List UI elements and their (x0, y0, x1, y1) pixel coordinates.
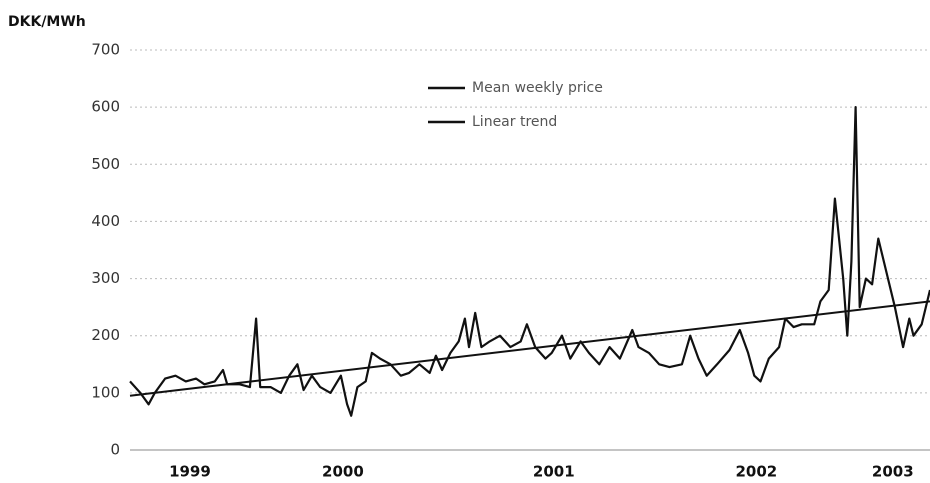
x-tick-label: 2000 (322, 463, 364, 481)
legend-label: Mean weekly price (472, 80, 603, 96)
y-tick-label: 100 (91, 383, 120, 401)
y-tick-label: 400 (91, 212, 120, 230)
x-tick-label: 2001 (533, 463, 575, 481)
y-tick-label: 700 (91, 41, 120, 59)
y-tick-label: 600 (91, 98, 120, 116)
x-tick-label: 1999 (169, 463, 211, 481)
y-tick-label: 200 (91, 326, 120, 344)
series-line (129, 300, 930, 397)
y-tick-label: 0 (110, 441, 120, 459)
series-line (129, 106, 930, 417)
legend-label: Linear trend (472, 114, 557, 130)
y-tick-label: 500 (91, 155, 120, 173)
x-tick-label: 2002 (735, 463, 777, 481)
y-tick-label: 300 (91, 269, 120, 287)
y-axis-label: DKK/MWh (8, 14, 86, 30)
x-tick-label: 2003 (872, 463, 914, 481)
